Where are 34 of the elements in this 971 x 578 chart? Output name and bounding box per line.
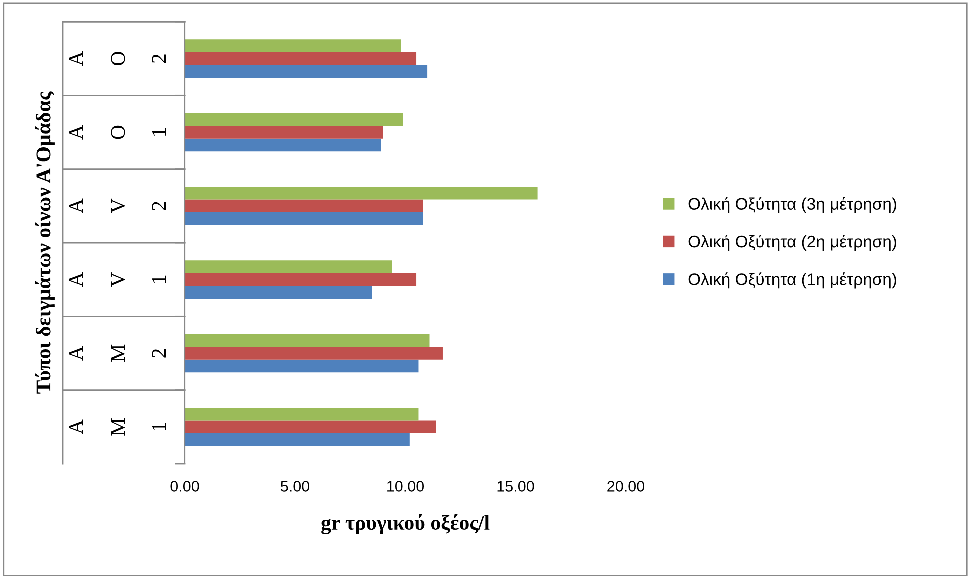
bar	[185, 286, 372, 299]
bar	[185, 273, 417, 286]
bar	[185, 420, 436, 434]
bar	[185, 40, 402, 52]
bar	[185, 260, 392, 274]
text: Τύποι δειγμάτων οίνων Α'Ομάδας	[35, 92, 55, 394]
category-label: A M 1	[69, 418, 166, 436]
x-tick-label: 20.00	[608, 481, 645, 492]
bar	[185, 200, 424, 213]
bar	[185, 138, 382, 152]
category-label: A V 1	[69, 272, 166, 288]
x-tick-label: 10.00	[388, 481, 424, 492]
bar	[185, 434, 410, 446]
legend-label: Ολική Οξύτητα (2η μέτρηση)	[688, 234, 896, 252]
legend-label: Ολική Οξύτητα (1η μέτρηση)	[688, 272, 896, 289]
bar	[185, 360, 419, 373]
category-label: A O 1	[69, 125, 166, 140]
bar	[185, 52, 417, 66]
bar	[185, 408, 419, 421]
bar	[185, 113, 404, 126]
bar	[185, 65, 428, 78]
bar	[185, 212, 424, 226]
legend-label: Ολική Οξύτητα (3η μέτρηση)	[688, 197, 896, 214]
bar	[185, 187, 538, 200]
x-tick-label: 0.00	[170, 481, 200, 492]
category-label: A M 2	[69, 344, 166, 362]
bar	[185, 126, 384, 139]
bar	[185, 334, 430, 348]
category-label: A V 2	[69, 198, 166, 214]
category-label: A O 2	[69, 51, 166, 66]
x-tick-label: 15.00	[498, 481, 534, 492]
x-axis-title: gr τρυγικού οξέος/l	[322, 514, 490, 534]
x-tick-label: 5.00	[280, 481, 310, 492]
bar	[185, 347, 443, 360]
